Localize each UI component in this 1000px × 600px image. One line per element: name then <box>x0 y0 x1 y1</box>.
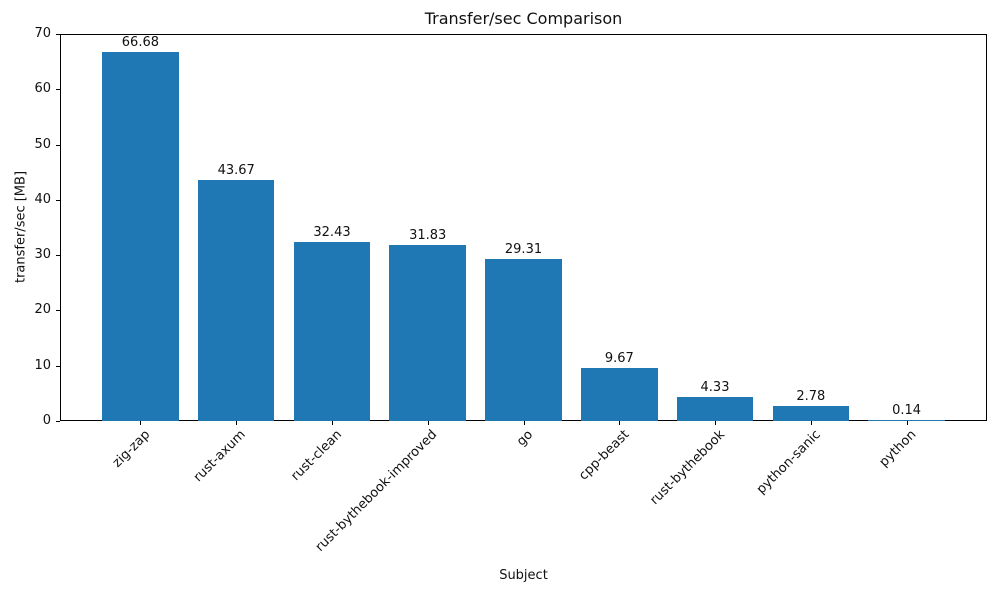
x-tick-mark <box>715 421 716 425</box>
y-tick-label: 60 <box>34 81 51 97</box>
x-tick-mark <box>140 421 142 425</box>
y-tick-mark <box>56 421 60 422</box>
y-axis-label: transfer/sec [MB] <box>13 170 29 284</box>
x-tick-mark <box>906 421 908 425</box>
y-tick-label: 70 <box>34 26 51 41</box>
y-tick-label: 20 <box>34 302 51 318</box>
x-tick-label: zig-zap <box>109 427 154 471</box>
x-tick-mark <box>619 421 621 425</box>
y-tick-label: 0 <box>42 413 51 428</box>
x-tick-label: cpp-beast <box>576 427 633 484</box>
chart-title: Transfer/sec Comparison <box>424 9 623 28</box>
x-tick-label: go <box>514 427 537 450</box>
x-tick-label: rust-axum <box>191 427 250 486</box>
x-axis-label: Subject <box>499 568 548 583</box>
x-tick-mark <box>810 421 812 425</box>
x-tick-mark <box>427 421 429 425</box>
x-tick-mark <box>332 421 333 425</box>
x-tick-label: rust-bythebook-improved <box>313 427 441 555</box>
plot-area <box>60 34 987 421</box>
x-tick-mark <box>523 421 525 425</box>
x-tick-label: rust-clean <box>288 427 345 484</box>
y-tick-label: 50 <box>34 136 51 152</box>
x-tick-label: python <box>876 427 920 471</box>
x-tick-mark <box>236 421 238 425</box>
x-tick-label: rust-bythebook <box>647 427 728 508</box>
x-tick-label: python-sanic <box>753 427 824 498</box>
y-tick-label: 10 <box>34 357 51 373</box>
